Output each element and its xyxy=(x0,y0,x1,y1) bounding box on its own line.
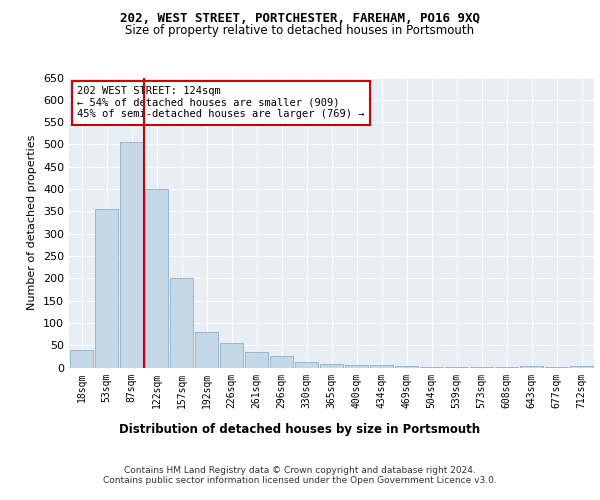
Text: 202, WEST STREET, PORTCHESTER, FAREHAM, PO16 9XQ: 202, WEST STREET, PORTCHESTER, FAREHAM, … xyxy=(120,12,480,26)
Text: Contains public sector information licensed under the Open Government Licence v3: Contains public sector information licen… xyxy=(103,476,497,485)
Bar xyxy=(420,366,443,368)
Text: Size of property relative to detached houses in Portsmouth: Size of property relative to detached ho… xyxy=(125,24,475,37)
Bar xyxy=(70,350,93,368)
Bar xyxy=(220,343,243,367)
Bar xyxy=(120,142,143,368)
Bar xyxy=(145,189,168,368)
Y-axis label: Number of detached properties: Number of detached properties xyxy=(28,135,37,310)
Bar xyxy=(445,366,468,368)
Bar xyxy=(370,366,393,368)
Text: 202 WEST STREET: 124sqm
← 54% of detached houses are smaller (909)
45% of semi-d: 202 WEST STREET: 124sqm ← 54% of detache… xyxy=(77,86,364,120)
Text: Contains HM Land Registry data © Crown copyright and database right 2024.: Contains HM Land Registry data © Crown c… xyxy=(124,466,476,475)
Bar xyxy=(245,352,268,368)
Bar xyxy=(345,366,368,368)
Text: Distribution of detached houses by size in Portsmouth: Distribution of detached houses by size … xyxy=(119,422,481,436)
Bar xyxy=(520,366,543,368)
Bar xyxy=(395,366,418,368)
Bar xyxy=(570,366,593,368)
Bar xyxy=(270,356,293,368)
Bar xyxy=(195,332,218,368)
Bar xyxy=(170,278,193,368)
Bar xyxy=(295,362,318,368)
Bar xyxy=(320,364,343,368)
Bar xyxy=(95,209,118,368)
